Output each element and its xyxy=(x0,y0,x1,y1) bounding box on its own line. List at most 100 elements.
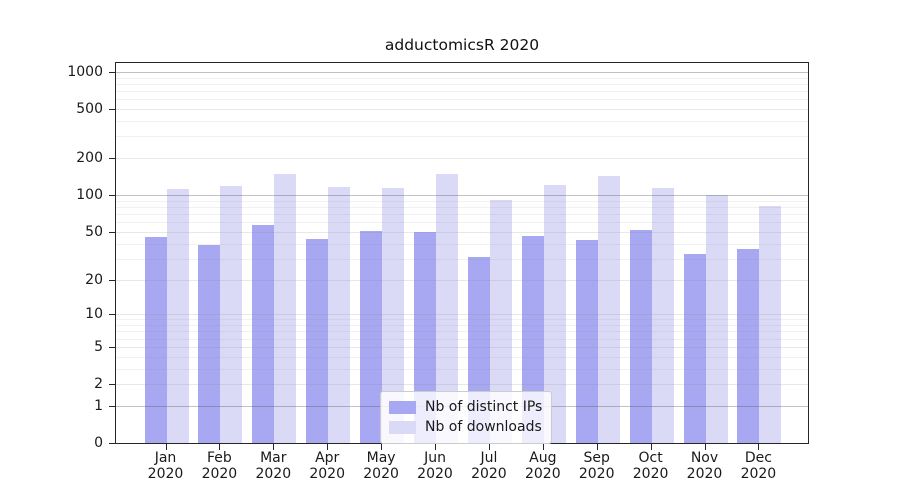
x-tick-mark-may-2020 xyxy=(381,444,383,450)
y-tick-label-20: 20 xyxy=(85,271,103,288)
grid-layer xyxy=(116,63,808,443)
y-tick-mark-500 xyxy=(109,109,115,111)
bar-ips-may-2020 xyxy=(360,230,383,443)
bar-ips-apr-2020 xyxy=(306,238,329,443)
x-tick-label-jun-2020: Jun 2020 xyxy=(417,450,453,482)
gridline-900 xyxy=(116,77,808,79)
gridline-600 xyxy=(116,99,808,101)
y-tick-label-100: 100 xyxy=(76,187,103,204)
gridline-500 xyxy=(116,109,808,111)
bar-downloads-jun-2020 xyxy=(436,173,458,443)
x-tick-label-nov-2020: Nov 2020 xyxy=(686,450,723,482)
bar-ips-mar-2020 xyxy=(252,224,275,443)
x-tick-label-jan-2020: Jan 2020 xyxy=(147,450,184,482)
y-tick-mark-1 xyxy=(109,405,115,407)
gridline-9 xyxy=(116,319,808,321)
y-tick-mark-1000 xyxy=(109,71,115,73)
legend-label-distinct-ips: Nb of distinct IPs xyxy=(425,399,543,415)
legend-label-downloads: Nb of downloads xyxy=(425,419,542,435)
y-tick-label-200: 200 xyxy=(76,150,103,167)
x-tick-label-may-2020: May 2020 xyxy=(363,450,399,482)
chart-title: adductomicsR 2020 xyxy=(384,36,540,54)
gridline-400 xyxy=(116,121,808,122)
gridline-6 xyxy=(116,338,808,340)
legend: Nb of distinct IPs Nb of downloads xyxy=(380,391,553,444)
gridline-3 xyxy=(116,368,808,370)
legend-item-distinct-ips: Nb of distinct IPs xyxy=(389,397,542,417)
gridline-8 xyxy=(116,325,808,326)
y-tick-label-1: 1 xyxy=(94,397,103,414)
bar-downloads-jul-2020 xyxy=(489,200,512,443)
gridline-4 xyxy=(116,356,808,358)
y-tick-mark-200 xyxy=(109,158,115,160)
bar-ips-sep-2020 xyxy=(575,239,598,443)
bar-downloads-jan-2020 xyxy=(166,189,189,443)
y-tick-label-0: 0 xyxy=(94,435,103,451)
bar-ips-jun-2020 xyxy=(414,231,436,443)
gridline-40 xyxy=(116,243,808,245)
gridline-10 xyxy=(116,314,808,316)
bar-downloads-dec-2020 xyxy=(759,206,782,443)
x-tick-label-feb-2020: Feb 2020 xyxy=(201,450,238,482)
gridline-200 xyxy=(116,158,808,160)
x-tick-label-mar-2020: Mar 2020 xyxy=(255,450,292,482)
x-tick-mark-mar-2020 xyxy=(273,444,275,450)
gridline-50 xyxy=(116,231,808,233)
gridline-80 xyxy=(116,206,808,208)
bar-downloads-sep-2020 xyxy=(597,176,620,443)
y-tick-label-5: 5 xyxy=(94,338,103,355)
bar-downloads-oct-2020 xyxy=(651,187,674,443)
legend-swatch-downloads-icon xyxy=(389,420,416,434)
x-tick-label-sep-2020: Sep 2020 xyxy=(578,450,615,482)
x-tick-mark-apr-2020 xyxy=(327,444,329,450)
y-tick-mark-10 xyxy=(109,314,115,316)
x-tick-label-aug-2020: Aug 2020 xyxy=(524,450,561,482)
bar-ips-dec-2020 xyxy=(737,249,760,443)
gridline-2 xyxy=(116,384,808,385)
x-tick-mark-feb-2020 xyxy=(219,444,221,450)
bar-downloads-may-2020 xyxy=(382,187,405,443)
gridline-60 xyxy=(116,222,808,224)
y-tick-label-10: 10 xyxy=(85,306,103,323)
bar-ips-jan-2020 xyxy=(144,237,167,443)
x-tick-mark-oct-2020 xyxy=(650,444,652,450)
gridline-30 xyxy=(116,258,808,260)
gridline-800 xyxy=(116,83,808,85)
x-tick-mark-sep-2020 xyxy=(596,444,598,450)
gridline-7 xyxy=(116,331,808,333)
x-tick-label-apr-2020: Apr 2020 xyxy=(309,450,345,482)
gridline-70 xyxy=(116,214,808,215)
gridline-300 xyxy=(116,136,808,138)
y-tick-mark-2 xyxy=(109,384,115,385)
x-tick-mark-jul-2020 xyxy=(488,444,490,450)
x-tick-label-jul-2020: Jul 2020 xyxy=(471,450,507,482)
x-tick-label-dec-2020: Dec 2020 xyxy=(740,450,777,482)
bar-ips-feb-2020 xyxy=(198,244,221,443)
bar-downloads-nov-2020 xyxy=(705,195,728,443)
gridline-90 xyxy=(116,200,808,202)
x-tick-mark-aug-2020 xyxy=(542,444,544,450)
gridline-20 xyxy=(116,279,808,281)
bar-downloads-mar-2020 xyxy=(274,173,297,443)
gridline-1000 xyxy=(116,71,808,73)
y-tick-label-50: 50 xyxy=(85,223,103,240)
y-tick-mark-100 xyxy=(109,195,115,197)
bar-ips-oct-2020 xyxy=(629,229,652,443)
gridline-100 xyxy=(116,195,808,197)
y-tick-label-2: 2 xyxy=(94,376,103,392)
x-tick-mark-nov-2020 xyxy=(704,444,706,450)
bar-downloads-feb-2020 xyxy=(220,186,243,443)
legend-swatch-distinct-ips-icon xyxy=(389,400,416,414)
y-tick-label-1000: 1000 xyxy=(67,63,103,80)
y-tick-label-500: 500 xyxy=(76,101,103,118)
x-tick-mark-jan-2020 xyxy=(165,444,167,450)
bar-downloads-aug-2020 xyxy=(543,185,566,443)
x-tick-label-oct-2020: Oct 2020 xyxy=(632,450,669,482)
y-tick-mark-0 xyxy=(109,443,115,444)
gridline-5 xyxy=(116,346,808,348)
y-tick-mark-20 xyxy=(109,279,115,281)
bar-ips-nov-2020 xyxy=(683,253,706,443)
plot-area: Nb of distinct IPs Nb of downloads xyxy=(115,62,809,444)
bar-downloads-apr-2020 xyxy=(328,187,351,443)
